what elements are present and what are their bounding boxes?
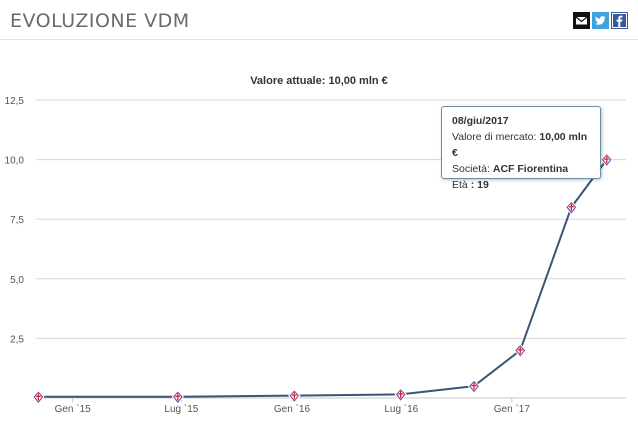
y-tick-label: 12,5 [5, 96, 25, 107]
chart-subtitle: Valore attuale: 10,00 mln € [250, 75, 388, 87]
tooltip-market-value: 10,00 mln € [452, 131, 588, 159]
tooltip-age: : 19 [470, 179, 489, 191]
twitter-share-button[interactable] [592, 12, 609, 29]
share-buttons [573, 12, 628, 29]
y-tick-label: 5,0 [10, 275, 24, 286]
data-point-marker [600, 152, 613, 168]
chart-tooltip: 08/giu/2017 Valore di mercato: 10,00 mln… [441, 106, 601, 191]
tooltip-market-value-label: Valore di mercato: [452, 131, 537, 143]
page-title: EVOLUZIONE VDM [10, 10, 190, 32]
data-point-marker [514, 343, 527, 359]
data-point-marker [467, 379, 481, 394]
email-share-button[interactable] [573, 12, 590, 29]
data-point-marker [288, 388, 301, 404]
x-tick-label: Lug `15 [164, 403, 198, 415]
header: EVOLUZIONE VDM [0, 0, 638, 40]
twitter-icon [592, 12, 609, 29]
tooltip-date: 08/giu/2017 [452, 115, 509, 127]
data-point-marker [565, 200, 578, 216]
tooltip-age-label: Età [452, 179, 468, 191]
tooltip-club-row: Società: ACF Fiorentina [452, 161, 590, 177]
tooltip-club: ACF Fiorentina [492, 163, 569, 175]
y-tick-label: 10,0 [5, 156, 25, 167]
email-icon [573, 12, 590, 29]
x-tick-label: Gen `15 [55, 403, 92, 415]
tooltip-age-row: Età : 19 [452, 177, 590, 193]
y-tick-label: 2,5 [10, 334, 24, 345]
tooltip-club-label: Società: [452, 163, 490, 175]
series-line [38, 159, 608, 398]
facebook-icon [611, 12, 628, 29]
x-tick-label: Gen `17 [494, 403, 531, 415]
y-tick-label: 7,5 [10, 215, 24, 226]
tooltip-market-value-row: Valore di mercato: 10,00 mln € [452, 129, 590, 161]
facebook-share-button[interactable] [611, 12, 628, 29]
data-point-marker [394, 387, 407, 403]
x-tick-label: Gen `16 [274, 403, 311, 415]
data-point-marker [32, 390, 45, 405]
data-point-marker [171, 390, 184, 405]
x-tick-label: Lug `16 [384, 403, 418, 415]
